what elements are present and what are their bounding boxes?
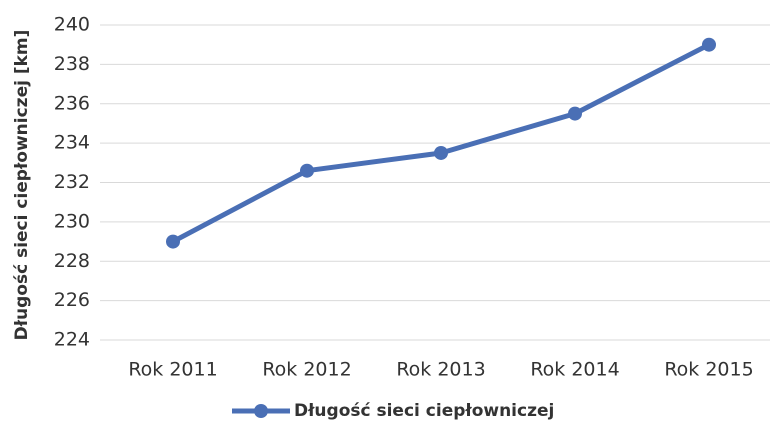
- point: [702, 37, 716, 52]
- point: [300, 163, 314, 178]
- y-tick-label: 240: [54, 14, 90, 36]
- point: [568, 106, 582, 121]
- y-axis-label: Długość sieci ciepłowniczej [km]: [12, 30, 32, 341]
- y-tick-label: 234: [54, 132, 90, 154]
- y-tick-label: 230: [54, 210, 90, 232]
- point: [434, 145, 448, 160]
- x-tick-label: Rok 2015: [664, 359, 753, 381]
- x-tick-label: Rok 2014: [530, 359, 619, 381]
- y-tick-label: 224: [54, 329, 90, 351]
- y-tick-label: 232: [54, 171, 90, 193]
- legend-marker: [254, 404, 268, 418]
- legend-label: Długość sieci ciepłowniczej: [294, 401, 554, 421]
- y-tick-label: 228: [54, 250, 90, 272]
- y-tick-label: 238: [54, 53, 90, 75]
- x-tick-label: Rok 2012: [262, 359, 351, 381]
- x-tick-label: Rok 2013: [396, 359, 485, 381]
- y-tick-label: 226: [54, 289, 90, 311]
- x-tick-label: Rok 2011: [128, 359, 217, 381]
- y-tick-label: 236: [54, 92, 90, 114]
- point: [166, 234, 180, 249]
